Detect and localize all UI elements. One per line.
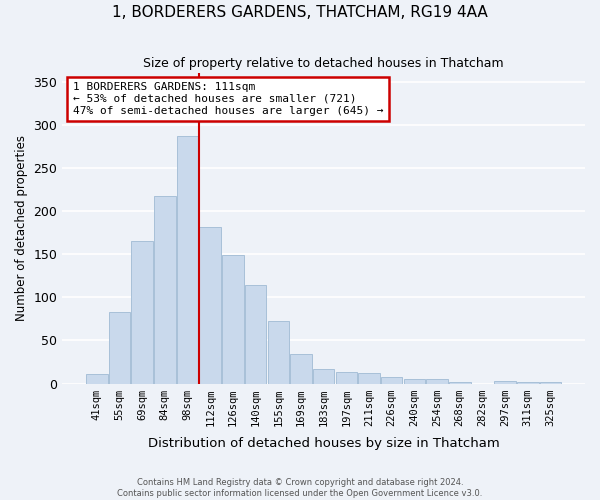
Text: Contains HM Land Registry data © Crown copyright and database right 2024.
Contai: Contains HM Land Registry data © Crown c…	[118, 478, 482, 498]
Bar	[494, 381, 516, 384]
X-axis label: Distribution of detached houses by size in Thatcham: Distribution of detached houses by size …	[148, 437, 500, 450]
Bar	[222, 255, 244, 384]
Bar	[245, 285, 266, 384]
Bar	[381, 376, 403, 384]
Bar	[313, 369, 334, 384]
Bar	[109, 312, 130, 384]
Title: Size of property relative to detached houses in Thatcham: Size of property relative to detached ho…	[143, 58, 504, 70]
Bar	[449, 382, 470, 384]
Text: 1 BORDERERS GARDENS: 111sqm
← 53% of detached houses are smaller (721)
47% of se: 1 BORDERERS GARDENS: 111sqm ← 53% of det…	[73, 82, 383, 116]
Bar	[199, 228, 221, 384]
Bar	[131, 241, 153, 384]
Bar	[539, 382, 561, 384]
Bar	[86, 374, 107, 384]
Y-axis label: Number of detached properties: Number of detached properties	[15, 136, 28, 322]
Bar	[154, 196, 176, 384]
Bar	[268, 320, 289, 384]
Bar	[404, 379, 425, 384]
Bar	[517, 382, 539, 384]
Bar	[426, 379, 448, 384]
Bar	[290, 354, 312, 384]
Text: 1, BORDERERS GARDENS, THATCHAM, RG19 4AA: 1, BORDERERS GARDENS, THATCHAM, RG19 4AA	[112, 5, 488, 20]
Bar	[335, 372, 357, 384]
Bar	[177, 136, 199, 384]
Bar	[358, 373, 380, 384]
